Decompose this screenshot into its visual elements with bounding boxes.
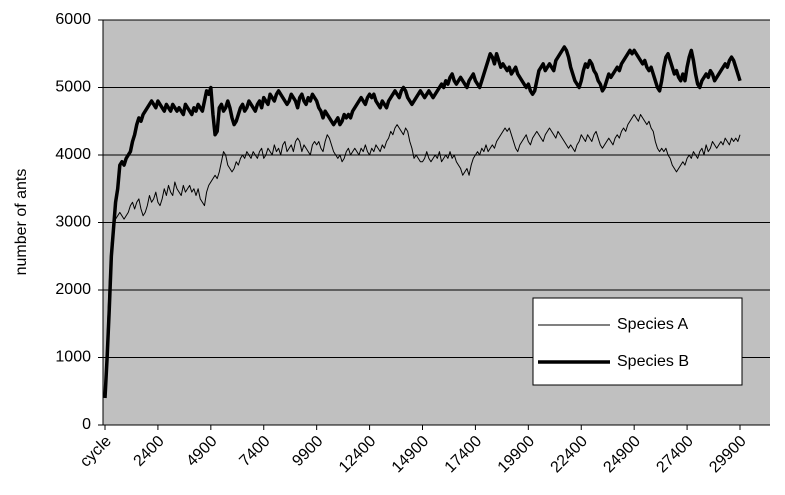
legend-label: Species A <box>617 316 688 333</box>
x-tick-label: 4900 <box>183 433 220 470</box>
y-tick-label: 5000 <box>55 79 91 96</box>
x-tick-label: 14900 <box>389 433 433 477</box>
y-tick-label: 6000 <box>55 11 91 28</box>
x-tick-label: 22400 <box>548 433 592 477</box>
x-tick-label: 24900 <box>600 433 644 477</box>
series-line <box>103 45 742 399</box>
x-tick-label: 29900 <box>706 433 750 477</box>
legend <box>532 297 743 386</box>
x-tick-label: 19900 <box>495 433 539 477</box>
y-tick-label: 3000 <box>55 214 91 231</box>
x-tick-label: 7400 <box>236 433 273 470</box>
legend-label: Species B <box>617 353 689 370</box>
x-tick-label: 17400 <box>442 433 486 477</box>
series-line <box>104 114 741 399</box>
x-tick-label: cycle <box>77 433 115 471</box>
x-tick-label: 12400 <box>336 433 380 477</box>
y-tick-label: 2000 <box>55 281 91 298</box>
y-tick-label: 4000 <box>55 146 91 163</box>
y-tick-label: 1000 <box>55 349 91 366</box>
y-tick-label: 0 <box>82 416 91 433</box>
x-tick-label: 27400 <box>653 433 697 477</box>
x-tick-label: 9900 <box>289 433 326 470</box>
y-axis-label: number of ants <box>13 169 30 276</box>
x-tick-label: 2400 <box>131 433 168 470</box>
